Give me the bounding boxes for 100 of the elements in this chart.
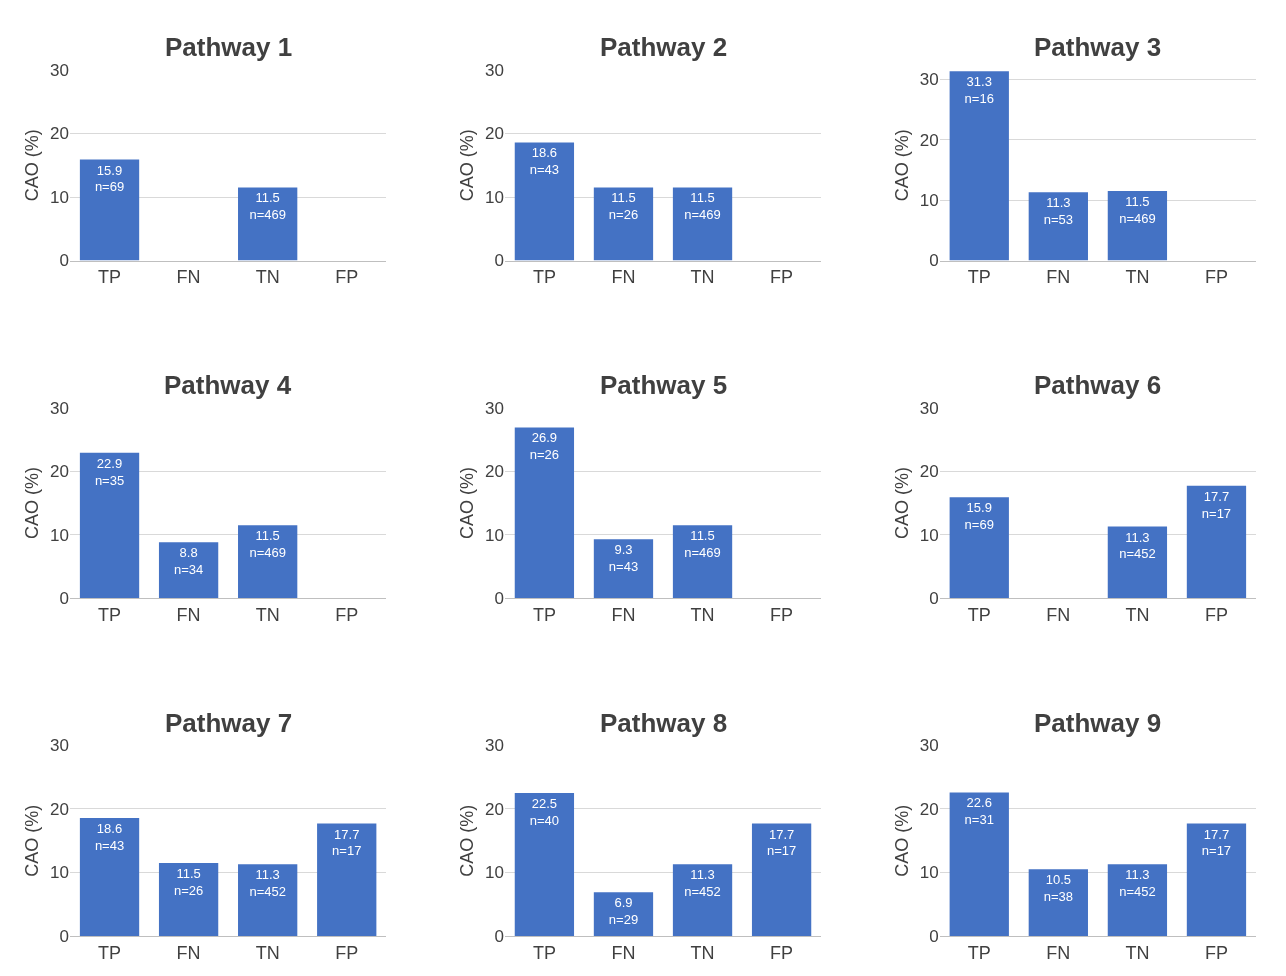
x-tick-label: TP bbox=[532, 267, 556, 288]
x-tick-label: FN bbox=[611, 267, 636, 288]
y-tick-label: 30 bbox=[919, 70, 939, 90]
y-tick-label: 10 bbox=[484, 187, 504, 207]
x-tick-label: TP bbox=[98, 267, 122, 288]
bar bbox=[317, 823, 377, 936]
bar bbox=[949, 792, 1009, 936]
data-label: 6.9 n=29 bbox=[608, 895, 639, 928]
chart-title: Pathway 4 bbox=[164, 370, 292, 400]
x-tick-label: TP bbox=[967, 267, 991, 288]
x-tick-label: TN bbox=[1125, 267, 1150, 288]
x-tick-label: FN bbox=[176, 604, 201, 625]
y-tick-label: 30 bbox=[50, 398, 69, 418]
data-label: 22.5 n=40 bbox=[529, 796, 560, 829]
data-label: 11.3 n=452 bbox=[249, 867, 286, 900]
y-tick-label: 0 bbox=[59, 926, 69, 946]
y-tick-label: 0 bbox=[929, 589, 939, 609]
chart-title: Pathway 7 bbox=[165, 708, 293, 738]
bar bbox=[238, 864, 298, 936]
data-label: 17.7 n=17 bbox=[332, 826, 362, 859]
x-tick-label: FN bbox=[1046, 942, 1071, 963]
data-label: 11.5 n=469 bbox=[684, 190, 721, 223]
bar bbox=[1107, 864, 1168, 936]
x-tick-label: FP bbox=[335, 942, 359, 963]
y-tick-label: 20 bbox=[484, 799, 504, 819]
x-tick-label: TN bbox=[255, 942, 280, 963]
data-label: 11.3 n=53 bbox=[1043, 195, 1073, 228]
x-tick-label: TN bbox=[690, 942, 715, 963]
x-tick-label: TP bbox=[98, 604, 122, 625]
bar bbox=[1028, 192, 1088, 261]
data-label: 15.9 n=69 bbox=[94, 162, 125, 195]
y-tick-label: 20 bbox=[50, 124, 69, 144]
x-tick-label: TN bbox=[1125, 942, 1150, 963]
y-tick-label: 10 bbox=[50, 525, 69, 545]
x-tick-label: FN bbox=[1046, 604, 1071, 625]
y-tick-label: 20 bbox=[484, 462, 504, 482]
bar bbox=[79, 817, 140, 936]
bar bbox=[514, 793, 575, 936]
y-tick-label: 30 bbox=[919, 398, 939, 418]
data-label: 10.5 n=38 bbox=[1043, 872, 1073, 905]
data-label: 22.9 n=35 bbox=[94, 455, 125, 488]
bar bbox=[1186, 485, 1247, 599]
data-label: 11.5 n=469 bbox=[684, 528, 721, 561]
data-label: 11.5 n=26 bbox=[608, 190, 639, 223]
data-label: 22.6 n=31 bbox=[964, 795, 994, 828]
x-tick-label: TN bbox=[1125, 604, 1150, 625]
bar bbox=[79, 452, 140, 599]
y-tick-label: 10 bbox=[919, 863, 939, 883]
x-tick-label: FP bbox=[1204, 604, 1228, 625]
x-tick-label: FN bbox=[1046, 267, 1071, 288]
x-tick-label: TP bbox=[967, 942, 991, 963]
data-label: 26.9 n=26 bbox=[529, 430, 560, 463]
x-tick-label: FN bbox=[176, 942, 201, 963]
x-tick-label: FN bbox=[611, 942, 636, 963]
bar bbox=[593, 539, 654, 599]
y-tick-label: 0 bbox=[59, 589, 69, 609]
data-label: 18.6 n=43 bbox=[94, 820, 125, 853]
bar bbox=[751, 823, 812, 936]
y-tick-label: 30 bbox=[50, 60, 69, 80]
data-label: 18.6 n=43 bbox=[529, 145, 560, 178]
y-tick-label: 30 bbox=[919, 736, 939, 756]
data-label: 11.3 n=452 bbox=[1119, 529, 1156, 562]
y-tick-label: 10 bbox=[50, 863, 69, 883]
x-tick-label: FP bbox=[770, 942, 794, 963]
y-axis-title: CAO (%) bbox=[457, 467, 478, 539]
y-tick-label: 10 bbox=[919, 525, 939, 545]
y-tick-label: 10 bbox=[919, 190, 939, 210]
chart-title: Pathway 2 bbox=[600, 32, 728, 62]
x-tick-label: FP bbox=[335, 604, 359, 625]
y-tick-label: 10 bbox=[50, 187, 69, 207]
data-label: 8.8 n=34 bbox=[173, 545, 204, 578]
x-tick-label: TP bbox=[98, 942, 122, 963]
y-tick-label: 0 bbox=[494, 589, 504, 609]
y-tick-label: 20 bbox=[484, 124, 504, 144]
bar bbox=[593, 892, 654, 936]
bar bbox=[672, 525, 733, 599]
x-tick-label: FP bbox=[770, 267, 794, 288]
bar bbox=[158, 542, 219, 599]
y-tick-label: 20 bbox=[50, 799, 69, 819]
y-tick-label: 10 bbox=[484, 863, 504, 883]
x-tick-label: FP bbox=[770, 604, 794, 625]
data-label: 17.7 n=17 bbox=[1201, 488, 1232, 521]
chart-title: Pathway 6 bbox=[1034, 370, 1162, 400]
data-label: 11.3 n=452 bbox=[1119, 867, 1156, 900]
x-tick-label: TP bbox=[532, 942, 556, 963]
y-axis-title: CAO (%) bbox=[22, 804, 43, 877]
data-label: 15.9 n=69 bbox=[964, 500, 994, 533]
bar bbox=[672, 864, 733, 936]
y-tick-label: 30 bbox=[484, 398, 504, 418]
data-label: 11.5 n=469 bbox=[249, 528, 286, 561]
x-tick-label: TN bbox=[255, 604, 280, 625]
x-tick-label: TN bbox=[255, 267, 280, 288]
y-tick-label: 30 bbox=[484, 736, 504, 756]
x-tick-label: FP bbox=[1204, 267, 1228, 288]
bar bbox=[949, 497, 1009, 599]
data-label: 17.7 n=17 bbox=[1201, 826, 1232, 859]
x-tick-label: FN bbox=[611, 604, 636, 625]
data-label: 31.3 n=16 bbox=[964, 74, 994, 107]
bar bbox=[1107, 526, 1168, 599]
data-label: 11.5 n=26 bbox=[173, 865, 204, 898]
